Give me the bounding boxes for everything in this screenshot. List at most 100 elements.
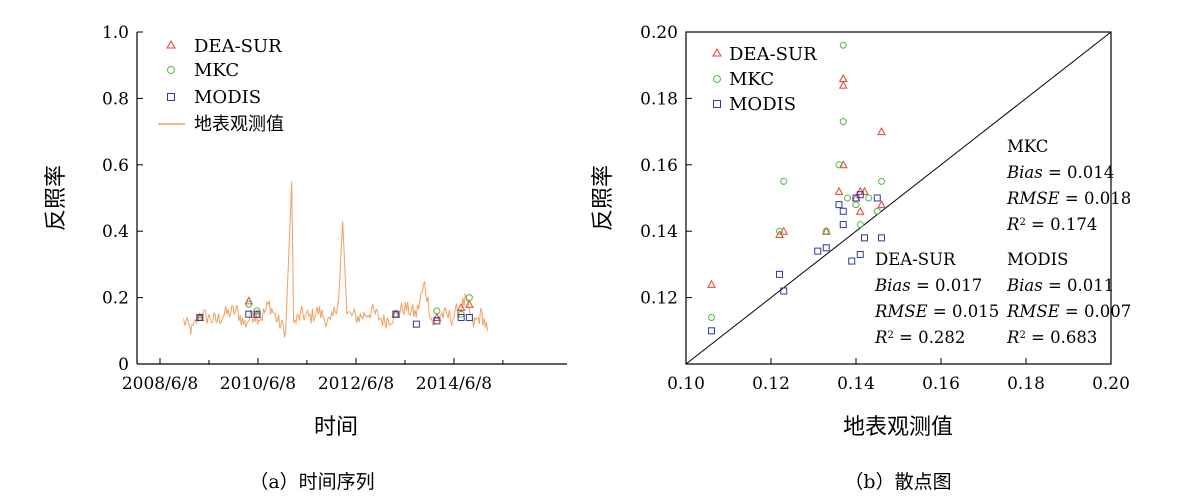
b-stats-dea-r2: R2 = 0.282	[874, 328, 965, 347]
a-x-tick-label: 2008/6/8	[122, 374, 198, 394]
a-legend-triangle-icon	[166, 39, 176, 49]
b-legend-label-modis: MODIS	[729, 94, 796, 115]
a-point-modis	[457, 314, 465, 322]
b-stats-dea-rmse-value: 0.015	[952, 302, 999, 321]
b-x-axis-title: 地表观测值	[843, 415, 953, 440]
b-point-mkc	[776, 227, 783, 235]
b-point-modis	[780, 287, 788, 295]
b-point-mkc	[865, 194, 873, 202]
b-stats-dea-bias-value: 0.017	[935, 276, 982, 295]
b-point-dea-sur	[855, 206, 865, 215]
a-y-axis-title: 反照率	[44, 165, 69, 231]
b-stats-dea-bias: Bias = 0.017	[874, 276, 982, 295]
b-x-tick-label: 0.12	[752, 374, 790, 394]
b-point-dea-sur	[834, 186, 844, 195]
a-x-axis-title: 时间	[314, 415, 358, 440]
a-scatter-markers	[195, 294, 474, 328]
b-point-modis	[814, 247, 822, 255]
a-y-tick-label: 1.0	[102, 23, 129, 43]
b-point-modis	[839, 221, 847, 229]
a-x-tick-label: 2012/6/8	[318, 374, 394, 394]
a-legend-label-dea: DEA-SUR	[194, 36, 282, 57]
b-point-mkc	[835, 161, 843, 169]
b-point-mkc	[873, 207, 881, 215]
b-point-modis	[708, 327, 715, 335]
b-point-modis	[861, 234, 868, 242]
b-point-dea-sur	[855, 186, 865, 195]
b-stats-mkc-bias: Bias = 0.014	[1006, 163, 1114, 182]
b-y-tick-label: 0.14	[640, 222, 678, 242]
a-point-modis	[392, 310, 400, 318]
b-y-tick-label: 0.16	[640, 156, 678, 176]
b-point-modis	[835, 201, 843, 209]
b-stats-mkc-rmse-label: RMSE	[1006, 189, 1060, 208]
panel-b-scatter: 0.120.140.160.180.20 0.10 0.12 0.14 0.16 0.1…	[591, 23, 1131, 493]
b-x-tick-label: 0.20	[1092, 374, 1130, 394]
b-stats-dea-title: DEA-SUR	[875, 250, 956, 269]
b-stats-mkc-title: MKC	[1007, 137, 1048, 156]
a-caption: （a）时间序列	[249, 471, 374, 493]
b-stats-mkc-r2: R2 = 0.174	[1006, 215, 1097, 234]
b-point-modis	[848, 257, 856, 265]
b-scatter-markers	[707, 41, 886, 335]
b-legend-triangle-icon	[712, 47, 722, 57]
a-point-modis	[196, 314, 204, 322]
a-legend: DEA-SUR MKC MODIS 地表观测值	[158, 36, 284, 135]
b-stats-modis-bias: Bias = 0.011	[1006, 276, 1114, 295]
b-legend-square-icon	[713, 100, 721, 108]
a-legend-label-modis: MODIS	[194, 87, 261, 108]
b-stats-modis-r2: R2 = 0.683	[1006, 328, 1097, 347]
b-point-modis	[856, 250, 864, 258]
b-point-mkc	[839, 41, 847, 49]
a-point-modis	[433, 317, 441, 325]
b-stats-modis-rmse-label: RMSE	[1006, 302, 1060, 321]
a-x-tick-label: 2010/6/8	[220, 374, 296, 394]
a-legend-square-icon	[167, 93, 175, 101]
a-point-mkc	[433, 307, 441, 315]
b-x-ticks: 0.10 0.12 0.14 0.16 0.18 0.20	[667, 358, 1130, 394]
b-point-dea-sur	[707, 279, 716, 288]
a-point-dea-sur	[465, 299, 474, 308]
b-x-tick-label: 0.10	[667, 374, 705, 394]
b-stats-modis-bias-value: 0.011	[1067, 276, 1114, 295]
b-x-tick-label: 0.16	[922, 374, 960, 394]
b-point-mkc	[822, 227, 830, 235]
a-y-tick-label: 0.8	[102, 89, 129, 109]
a-point-mkc	[465, 294, 473, 302]
b-one-to-one-line	[685, 31, 1112, 365]
b-y-axis-title: 反照率	[591, 165, 616, 231]
b-stats-modis-r2-value: 0.683	[1050, 328, 1097, 347]
b-point-mkc	[839, 118, 847, 126]
b-point-mkc	[856, 221, 864, 229]
b-stats-mkc-rmse: RMSE = 0.018	[1006, 189, 1131, 208]
a-y-ticks: 0 0.2 0.4 0.6 0.8 1.0	[102, 23, 143, 375]
a-x-tick-label: 2014/6/8	[416, 374, 492, 394]
b-stats-mkc-rmse-value: 0.018	[1084, 189, 1131, 208]
b-y-tick-label: 0.12	[640, 289, 678, 309]
panel-a-time-series: 0 0.2 0.4 0.6 0.8 1.0 2008/6/8 2010/6/8 2012/6/…	[44, 23, 567, 493]
b-stats-dea-bias-label: Bias	[874, 276, 911, 295]
a-legend-circle-icon	[167, 66, 175, 74]
b-x-tick-label: 0.14	[837, 374, 875, 394]
b-point-dea-sur	[838, 80, 848, 89]
b-point-dea-sur	[877, 127, 886, 136]
b-point-mkc	[878, 177, 885, 185]
b-plot-frame	[685, 31, 1112, 365]
b-stats-dea-rmse: RMSE = 0.015	[874, 302, 999, 321]
a-observed-line	[183, 181, 489, 338]
b-caption: （b）散点图	[844, 471, 951, 493]
a-y-tick-label: 0	[118, 355, 129, 375]
b-point-dea-sur	[838, 73, 848, 82]
b-stats-modis-rmse-value: 0.007	[1084, 302, 1131, 321]
a-legend-label-observed: 地表观测值	[194, 114, 284, 135]
b-point-modis	[776, 270, 783, 278]
b-legend-label-dea: DEA-SUR	[729, 44, 817, 65]
b-y-tick-label: 0.18	[640, 89, 678, 109]
b-stats-modis-bias-label: Bias	[1006, 276, 1043, 295]
b-legend-label-mkc: MKC	[729, 69, 774, 90]
b-x-tick-label: 0.18	[1007, 374, 1045, 394]
b-point-mkc	[852, 201, 860, 209]
b-stats-mkc-bias-value: 0.014	[1067, 163, 1114, 182]
b-stats-mkc-bias-label: Bias	[1006, 163, 1043, 182]
